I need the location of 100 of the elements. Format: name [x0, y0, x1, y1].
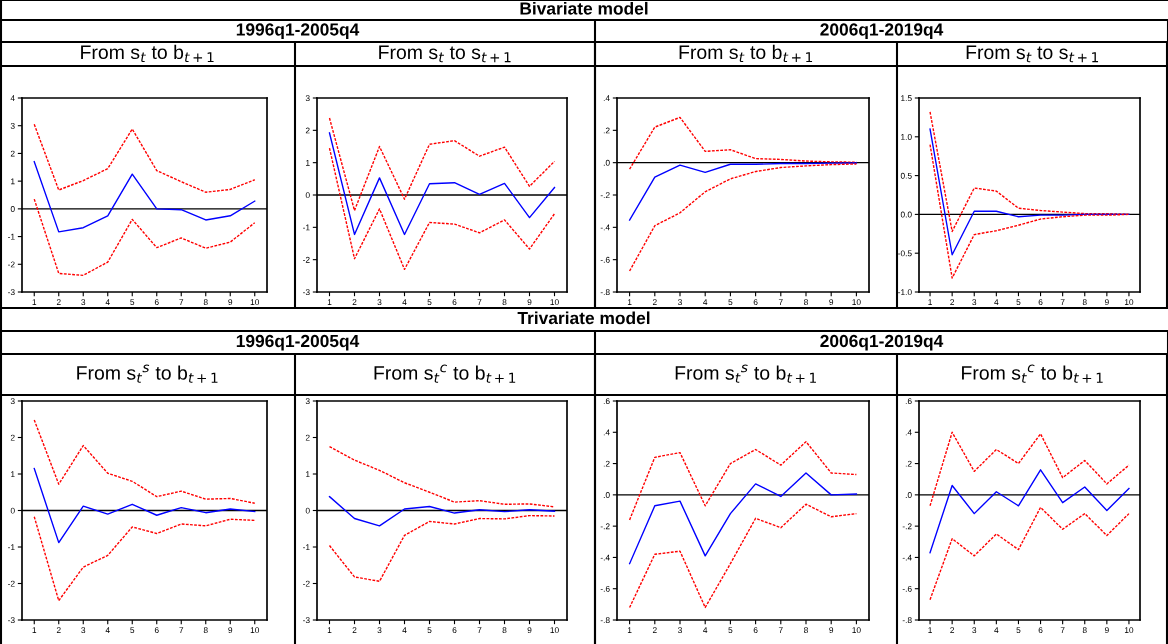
- y-tick-label: -1: [303, 544, 310, 551]
- x-tick-label: 7: [778, 627, 783, 633]
- y-tick-label: -0.5: [898, 250, 912, 257]
- x-tick-label: 8: [804, 299, 808, 306]
- y-tick-label: -.6: [600, 585, 610, 592]
- y-tick-label: .6: [905, 398, 912, 405]
- y-tick-label: 2: [305, 434, 310, 441]
- x-tick-label: 1: [627, 299, 632, 305]
- x-tick-label: 10: [1124, 627, 1134, 634]
- x-tick-label: 1: [327, 627, 332, 633]
- x-tick-label: 8: [1082, 627, 1087, 634]
- x-tick-label: 9: [228, 299, 233, 306]
- x-tick-label: 5: [728, 627, 733, 634]
- y-tick-label: -3: [8, 617, 15, 624]
- x-tick-label: 1: [627, 627, 632, 633]
- y-tick-label: -.2: [902, 523, 912, 530]
- x-tick-label: 10: [250, 299, 260, 306]
- y-tick-label: .2: [603, 460, 610, 467]
- x-tick-label: 4: [994, 299, 999, 305]
- y-tick-label: -2: [8, 261, 15, 268]
- x-tick-label: 1: [32, 627, 37, 633]
- x-tick-label: 4: [703, 627, 708, 633]
- x-tick-label: 5: [130, 299, 135, 306]
- y-tick-label: .0: [905, 492, 912, 498]
- x-tick-label: 3: [377, 627, 382, 634]
- x-tick-label: 2: [352, 299, 357, 305]
- chart-title: From s$_{t}$ to b$_{t+1}$: [679, 44, 813, 63]
- y-tick-label: 1: [306, 471, 310, 478]
- text: Bivariate model: [520, 1, 648, 15]
- x-tick-label: 8: [502, 299, 507, 306]
- chart-title: From s$_{t}$ to b$_{t+1}$: [81, 44, 214, 63]
- x-tick-label: 7: [1060, 627, 1065, 633]
- y-tick-label: -.8: [600, 289, 610, 296]
- y-tick-label: 2: [10, 434, 15, 441]
- y-tick-label: -1: [303, 224, 310, 231]
- y-tick-label: -3: [303, 289, 310, 296]
- y-tick-label: .6: [603, 398, 610, 405]
- y-tick-label: 1: [306, 159, 310, 166]
- x-tick-label: 9: [527, 299, 532, 306]
- text: 2006q1-2019q4: [820, 23, 944, 40]
- y-tick-label: -.8: [600, 617, 610, 624]
- y-tick-label: -.4: [600, 554, 610, 561]
- y-tick-label: .4: [603, 429, 610, 436]
- x-tick-label: 3: [972, 627, 977, 634]
- chart-title: From s$_{t}$ to s$_{t+1}$: [966, 45, 1099, 63]
- chart-title: From s$_{t}$$^{s}$ to b$_{t+1}$: [77, 364, 218, 383]
- x-tick-label: 8: [804, 627, 808, 634]
- y-tick-label: .2: [603, 127, 610, 134]
- y-tick-label: -.2: [600, 523, 610, 530]
- x-tick-label: 10: [852, 299, 861, 306]
- y-tick-label: -.6: [600, 256, 610, 263]
- x-tick-label: 3: [678, 299, 682, 306]
- x-tick-label: 2: [652, 299, 657, 305]
- x-tick-label: 7: [477, 627, 482, 633]
- x-tick-label: 2: [950, 627, 955, 633]
- y-tick-label: 0: [305, 507, 310, 514]
- x-tick-label: 7: [1060, 299, 1065, 305]
- x-tick-label: 7: [477, 299, 482, 305]
- y-tick-label: 3: [305, 398, 310, 405]
- text: Trivariate model: [517, 311, 650, 325]
- y-tick-label: 3: [10, 398, 15, 405]
- y-tick-label: -.4: [902, 554, 912, 561]
- x-tick-label: 4: [703, 299, 708, 305]
- x-tick-label: 5: [130, 627, 135, 634]
- text: 1996q1-2005q4: [236, 23, 360, 40]
- x-tick-label: 6: [154, 627, 159, 634]
- x-tick-label: 5: [728, 299, 733, 306]
- x-tick-label: 9: [1104, 299, 1109, 306]
- x-tick-label: 4: [105, 627, 110, 633]
- x-tick-label: 1: [32, 299, 37, 305]
- x-tick-label: 6: [452, 627, 457, 634]
- x-tick-label: 7: [179, 627, 184, 633]
- x-tick-label: 10: [1124, 299, 1134, 306]
- y-tick-label: -2: [303, 580, 310, 587]
- x-tick-label: 2: [950, 299, 955, 305]
- x-tick-label: 5: [1016, 627, 1021, 634]
- x-tick-label: 1: [327, 299, 332, 305]
- chart-title: From s$_{t}$$^{c}$ to b$_{t+1}$: [962, 364, 1103, 383]
- y-tick-label: 0.0: [900, 211, 912, 218]
- x-tick-label: 10: [550, 299, 559, 306]
- y-tick-label: -1: [8, 544, 15, 551]
- y-tick-label: 2: [10, 150, 15, 157]
- x-tick-label: 1: [928, 299, 932, 305]
- x-tick-label: 2: [56, 299, 61, 305]
- x-tick-label: 6: [753, 627, 758, 634]
- x-tick-label: 8: [502, 627, 507, 634]
- y-tick-label: .4: [603, 95, 610, 102]
- chart-title: From s$_{t}$$^{s}$ to b$_{t+1}$: [675, 364, 816, 383]
- y-tick-label: -1.0: [898, 289, 912, 296]
- x-tick-label: 4: [402, 299, 407, 305]
- y-tick-label: .0: [603, 159, 610, 166]
- x-tick-label: 10: [250, 627, 260, 634]
- y-tick-label: -3: [303, 617, 310, 624]
- text: 2006q1-2019q4: [820, 334, 944, 351]
- chart-title: From s$_{t}$$^{c}$ to b$_{t+1}$: [374, 364, 516, 383]
- x-tick-label: 3: [377, 299, 382, 306]
- x-tick-label: 6: [1038, 627, 1043, 634]
- x-tick-label: 10: [550, 627, 559, 634]
- y-tick-label: -.2: [600, 192, 610, 199]
- y-tick-label: -.8: [902, 617, 912, 624]
